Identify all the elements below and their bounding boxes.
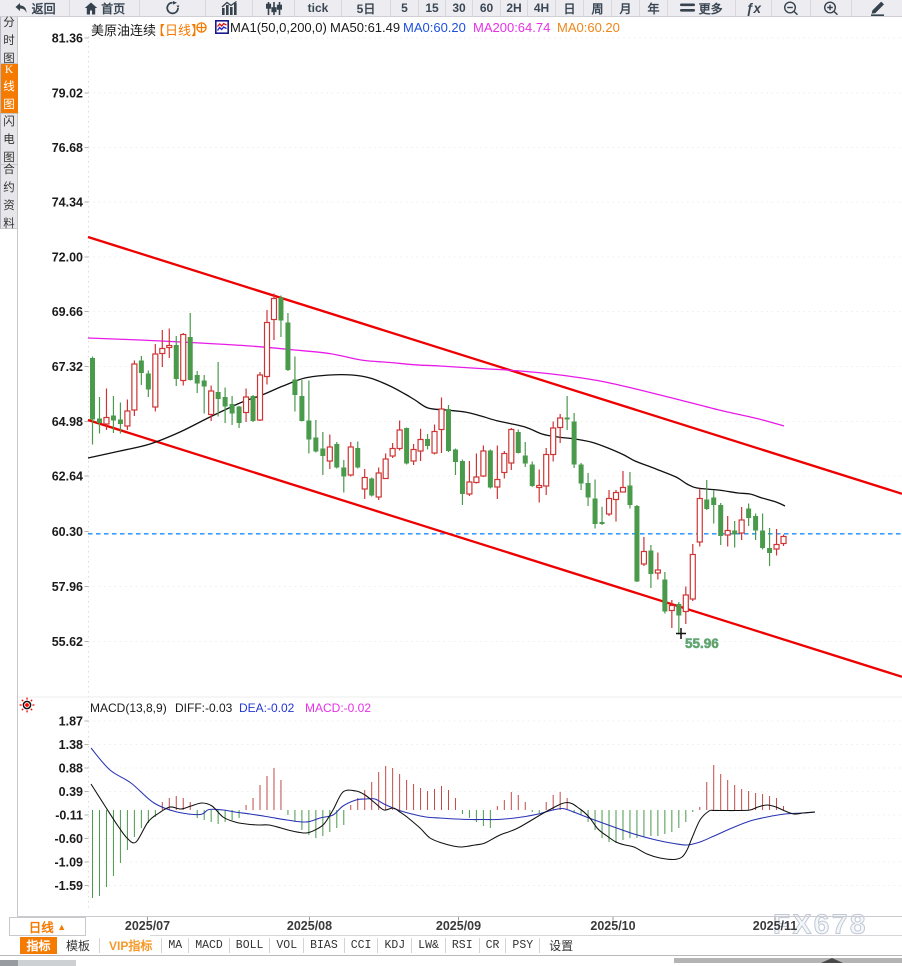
svg-text:2025/10: 2025/10 [590,919,635,933]
svg-text:-0.60: -0.60 [55,832,84,846]
svg-text:62.64: 62.64 [52,469,83,483]
svg-text:0.88: 0.88 [59,761,83,775]
svg-text:1.87: 1.87 [59,714,83,728]
svg-text:2025/09: 2025/09 [436,919,481,933]
svg-text:2025/11: 2025/11 [753,919,798,933]
svg-text:79.02: 79.02 [52,86,83,100]
svg-text:-0.11: -0.11 [55,808,83,822]
svg-text:76.68: 76.68 [52,141,83,155]
svg-text:-1.59: -1.59 [55,879,84,893]
svg-text:55.96: 55.96 [685,636,719,651]
svg-text:57.96: 57.96 [52,580,83,594]
svg-text:81.36: 81.36 [52,31,83,45]
svg-text:1.38: 1.38 [59,738,83,752]
svg-text:60.30: 60.30 [52,525,83,539]
svg-text:69.66: 69.66 [52,305,83,319]
svg-text:2025/08: 2025/08 [287,919,332,933]
svg-text:55.62: 55.62 [52,635,83,649]
svg-text:67.32: 67.32 [52,360,83,374]
svg-text:64.98: 64.98 [52,415,83,429]
svg-text:FX678: FX678 [773,909,868,940]
svg-text:74.34: 74.34 [52,195,83,209]
svg-text:-1.09: -1.09 [55,855,84,869]
svg-text:0.39: 0.39 [59,785,83,799]
svg-text:2025/07: 2025/07 [125,919,170,933]
svg-text:72.00: 72.00 [52,250,83,264]
